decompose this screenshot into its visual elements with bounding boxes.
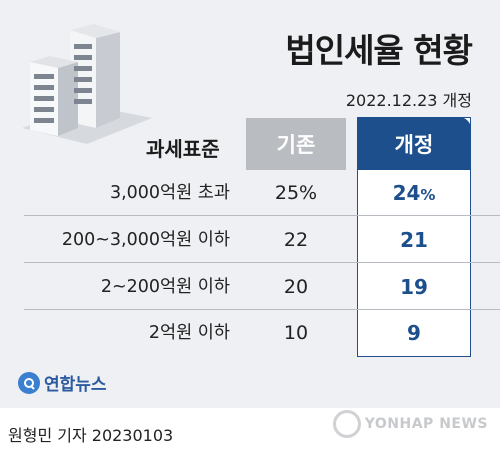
table-row: 2~200억원 이하 20 19: [0, 264, 500, 310]
row-new-rate: 9: [407, 321, 421, 345]
yonhap-logo: 연합뉴스: [18, 370, 107, 395]
table-row: 3,000억원 초과 25% 24%: [0, 170, 500, 216]
header-existing: 기존: [246, 118, 346, 170]
row-category: 2~200억원 이하: [100, 277, 230, 297]
row-new-rate: 19: [400, 275, 428, 299]
row-old-rate: 10: [283, 322, 309, 344]
header-tax-base: 과세표준: [146, 137, 220, 161]
row-new-rate: 21: [400, 228, 428, 252]
header-revised: 개정: [357, 117, 471, 170]
row-new-rate: 24%: [392, 181, 436, 205]
row-old-rate: 25%: [274, 182, 318, 204]
row-category: 2억원 이하: [148, 323, 230, 343]
row-old-rate: 20: [283, 276, 309, 298]
byline: 원형민 기자 20230103: [8, 426, 174, 445]
row-category: 3,000억원 초과: [109, 183, 230, 203]
row-divider: [24, 262, 500, 263]
logo-text: 연합뉴스: [44, 375, 107, 395]
table-row: 2억원 이하 10 9: [0, 310, 500, 356]
table-row: 200~3,000억원 이하 22 21: [0, 217, 500, 263]
yonhap-mark-icon: [18, 371, 40, 394]
page-title: 법인세율 현황: [285, 31, 473, 70]
row-category: 200~3,000억원 이하: [61, 230, 230, 250]
watermark-text: YONHAP NEWS: [364, 416, 488, 432]
watermark-mark-icon: [332, 410, 361, 438]
revision-date: 2022.12.23 개정: [345, 91, 472, 110]
yonhap-watermark: YONHAP NEWS: [332, 410, 488, 438]
office-buildings-icon: [22, 24, 152, 144]
row-divider: [24, 215, 500, 216]
row-old-rate: 22: [283, 229, 309, 251]
row-divider: [24, 309, 500, 310]
